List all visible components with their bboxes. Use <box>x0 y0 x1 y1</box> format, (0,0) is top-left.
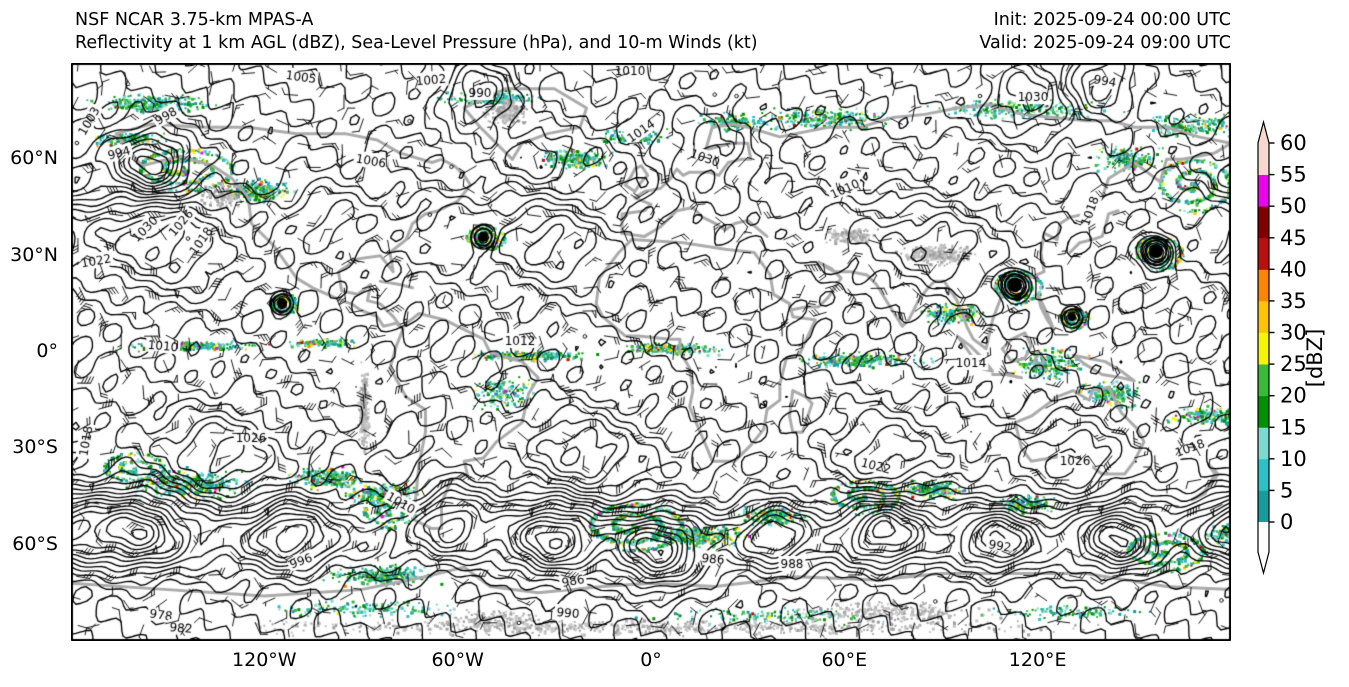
plot-titles: NSF NCAR 3.75-km MPAS-A Reflectivity at … <box>75 9 758 55</box>
svg-text:40: 40 <box>1280 257 1307 281</box>
svg-text:0: 0 <box>1280 510 1293 534</box>
weather-map-canvas <box>71 63 1231 641</box>
x-tick-label: 120°E <box>1008 649 1067 671</box>
svg-text:50: 50 <box>1280 194 1307 218</box>
svg-text:35: 35 <box>1280 289 1307 313</box>
svg-text:5: 5 <box>1280 478 1293 502</box>
svg-text:10: 10 <box>1280 447 1307 471</box>
x-tick-label: 120°W <box>232 649 297 671</box>
svg-text:60: 60 <box>1280 131 1307 155</box>
svg-text:15: 15 <box>1280 415 1307 439</box>
reflectivity-colorbar: 0 5 10 15 20 25 30 35 40 45 50 55 60 [dBZ] <box>1257 119 1327 576</box>
init-time: Init: 2025-09-24 00:00 UTC <box>993 10 1231 30</box>
y-tick-label: 30°S <box>12 436 58 459</box>
svg-text:25: 25 <box>1280 352 1307 376</box>
valid-time: Valid: 2025-09-24 09:00 UTC <box>979 33 1231 53</box>
y-tick-label: 0° <box>36 340 58 362</box>
x-tick-label: 60°E <box>821 649 868 671</box>
x-tick-label: 0° <box>640 649 662 671</box>
svg-text:20: 20 <box>1280 384 1307 408</box>
svg-text:45: 45 <box>1280 226 1307 250</box>
plot-times: Init: 2025-09-24 00:00 UTC Valid: 2025-0… <box>979 9 1231 55</box>
plot-fields-subtitle: Reflectivity at 1 km AGL (dBZ), Sea-Leve… <box>75 33 758 53</box>
svg-text:[dBZ]: [dBZ] <box>1303 329 1327 388</box>
model-title: NSF NCAR 3.75-km MPAS-A <box>75 10 314 30</box>
svg-text:55: 55 <box>1280 163 1307 187</box>
x-tick-label: 60°W <box>431 649 484 671</box>
y-tick-label: 30°N <box>10 243 58 266</box>
y-tick-label: 60°S <box>12 532 58 555</box>
y-tick-label: 60°N <box>10 147 58 170</box>
svg-text:30: 30 <box>1280 321 1307 345</box>
